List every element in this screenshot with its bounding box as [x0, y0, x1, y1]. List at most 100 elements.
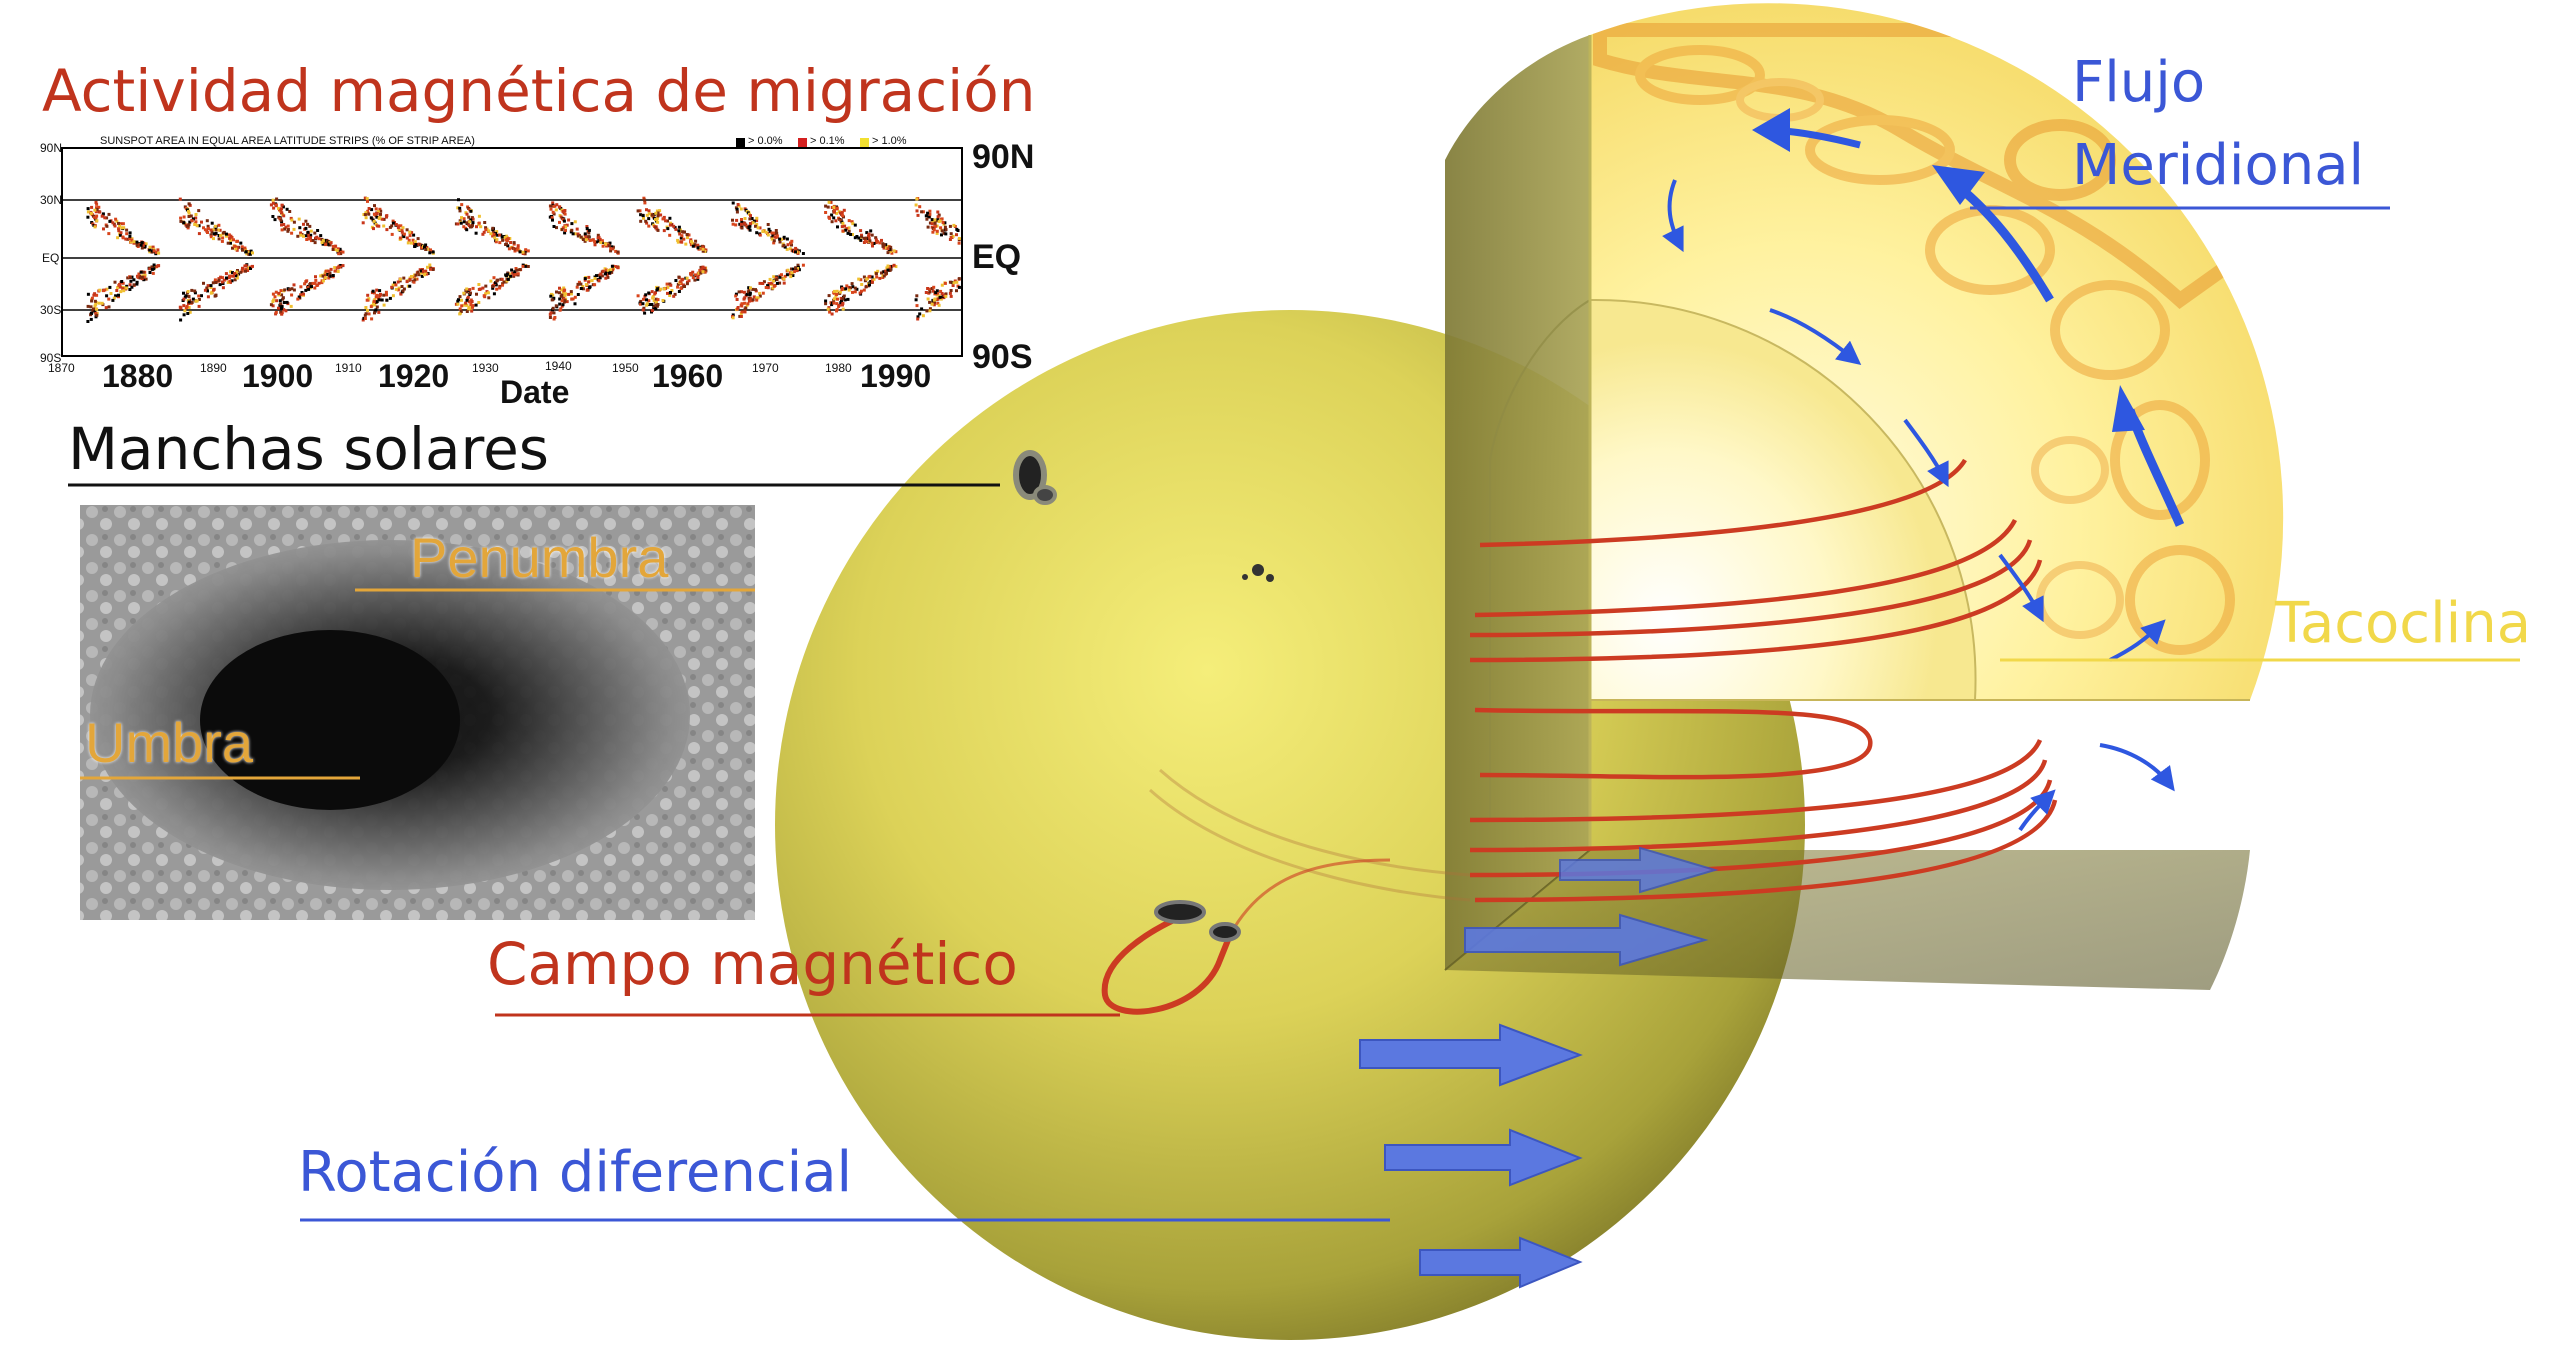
butterfly-dot	[743, 296, 747, 300]
butterfly-dot	[235, 246, 239, 250]
butterfly-dot	[676, 240, 680, 244]
butterfly-dot	[549, 207, 553, 211]
butterfly-dot	[587, 235, 591, 239]
butterfly-dot	[390, 232, 394, 236]
meridional-flow-arrows	[1662, 108, 2185, 832]
butterfly-dot	[114, 217, 118, 221]
butterfly-dot	[375, 300, 379, 304]
butterfly-dot	[642, 216, 645, 220]
butterfly-dot	[870, 280, 874, 284]
butterfly-dot	[401, 289, 405, 293]
sun-sphere	[775, 3, 2284, 1340]
butterfly-dot	[869, 280, 873, 283]
butterfly-dot	[457, 298, 460, 302]
legend-swatch-black	[736, 138, 745, 147]
butterfly-dot	[371, 289, 375, 293]
butterfly-dot	[828, 216, 832, 220]
butterfly-dot	[656, 214, 660, 218]
butterfly-dot	[600, 239, 604, 243]
butterfly-dot	[363, 317, 367, 320]
butterfly-dot	[551, 218, 554, 222]
butterfly-dot	[876, 240, 880, 244]
butterfly-dot	[377, 310, 381, 314]
butterfly-dot	[740, 290, 743, 294]
butterfly-dot	[735, 218, 739, 222]
butterfly-dot	[583, 232, 587, 236]
butterfly-dot	[731, 313, 735, 317]
butterfly-dot	[694, 239, 698, 243]
butterfly-dot	[137, 272, 141, 276]
butterfly-dot	[943, 221, 947, 225]
butterfly-dot	[283, 288, 287, 292]
butterfly-dot	[859, 278, 863, 282]
butterfly-dot	[754, 288, 757, 292]
decade-1920: 1920	[378, 358, 450, 394]
butterfly-dot	[297, 295, 301, 299]
butterfly-dot	[377, 224, 381, 228]
butterfly-dot	[492, 292, 496, 296]
butterfly-dot	[661, 217, 665, 221]
butterfly-dot	[957, 237, 961, 240]
butterfly-dot	[886, 264, 890, 268]
butterfly-dot	[832, 210, 836, 214]
butterfly-dot	[467, 215, 471, 219]
butterfly-dot	[616, 250, 620, 254]
butterfly-dot	[274, 290, 278, 294]
butterfly-dot	[835, 206, 839, 210]
butterfly-dot	[249, 249, 253, 253]
butterfly-dot	[94, 200, 98, 204]
butterfly-dot	[863, 238, 867, 242]
butterfly-dot	[277, 291, 281, 295]
butterfly-dot	[457, 198, 460, 202]
butterfly-dot	[790, 267, 793, 271]
butterfly-dot	[747, 286, 751, 290]
butterfly-dot	[928, 221, 932, 225]
butterfly-dot	[609, 247, 613, 251]
butterfly-dot	[120, 280, 124, 283]
butterfly-dot	[948, 280, 952, 284]
butterfly-dot	[364, 216, 368, 220]
butterfly-dot	[89, 317, 93, 321]
butterfly-dot	[936, 215, 940, 219]
butterfly-dot	[936, 297, 940, 301]
butterfly-dot	[333, 266, 337, 270]
butterfly-dot	[691, 241, 695, 245]
butterfly-dot	[212, 237, 215, 241]
butterfly-dot	[495, 238, 499, 242]
butterfly-dot	[734, 223, 738, 227]
butterfly-dot	[411, 238, 415, 242]
butterfly-dot	[552, 204, 556, 208]
butterfly-dot	[231, 246, 234, 250]
butterfly-dot	[701, 265, 705, 269]
butterfly-dot	[465, 303, 469, 307]
butterfly-dot	[588, 285, 592, 289]
butterfly-dot	[925, 309, 929, 313]
butterfly-dot	[859, 229, 863, 233]
butterfly-dot	[321, 274, 325, 278]
butterfly-dot	[271, 300, 275, 304]
butterfly-dot	[100, 301, 104, 305]
butterfly-dot	[465, 310, 469, 313]
butterfly-dot	[837, 303, 841, 307]
butterfly-dot	[768, 277, 772, 281]
butterfly-dot	[324, 269, 328, 273]
butterfly-dot	[552, 212, 556, 216]
butterfly-dot	[209, 284, 213, 288]
sunspots-label: Manchas solares	[68, 415, 550, 483]
butterfly-dot	[341, 250, 345, 254]
butterfly-dot	[372, 299, 376, 303]
right-label-90s: 90S	[972, 338, 1033, 376]
butterfly-dot	[731, 222, 735, 226]
butterfly-dot	[385, 214, 389, 218]
butterfly-dot	[203, 288, 207, 292]
butterfly-dot	[847, 288, 851, 292]
butterfly-dot	[610, 245, 614, 249]
butterfly-dot	[509, 274, 513, 278]
butterfly-dot	[662, 229, 666, 233]
butterfly-dot	[551, 201, 555, 205]
butterfly-dot	[292, 288, 296, 292]
butterfly-dot	[186, 290, 190, 293]
butterfly-dot	[140, 241, 144, 245]
butterfly-dot	[219, 275, 223, 279]
butterfly-dot	[840, 299, 843, 303]
